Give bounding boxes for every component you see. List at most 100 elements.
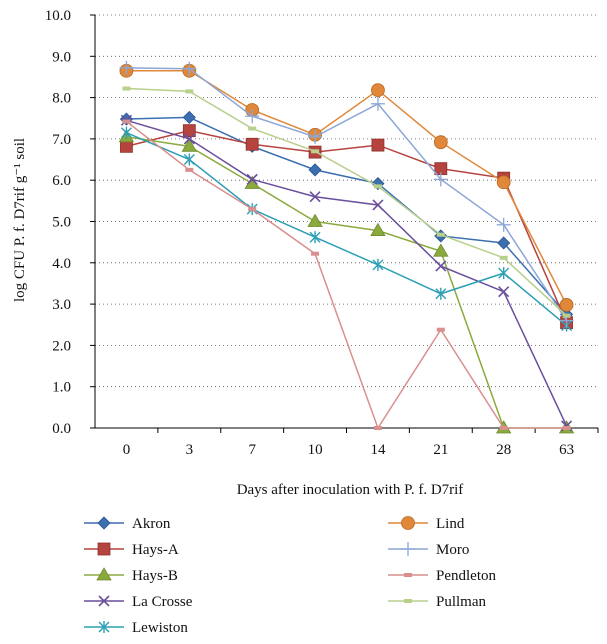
legend-item-6: Moro [388,542,469,558]
series-la-crosse [120,114,573,432]
x-axis-title: Days after inoculation with P. f. D7rif [237,482,464,498]
y-tick-label-10: 10.0 [45,8,71,24]
data-point-5-4 [371,83,385,98]
y-tick-label-1: 1.0 [52,380,71,396]
legend-item-7: Pendleton [388,568,496,584]
y-axis-title: log CFU P. f. D7rif g⁻¹ soil [12,138,28,302]
y-tick-label-0: 0.0 [52,421,71,437]
data-point-6-2 [245,109,260,124]
data-point-2-3 [307,213,323,227]
x-tick-labels: 0 3 7 10 14 21 28 63 [123,428,599,458]
data-point-8-3 [311,149,320,154]
data-point-8-4 [373,184,382,189]
legend-marker-1 [97,542,111,556]
x-tick-label-5: 21 [433,442,448,458]
data-point-6-1 [182,61,197,76]
series-line-4 [126,132,568,327]
data-point-4-1 [183,153,195,166]
y-tick-labels: 0.0 1.0 2.0 3.0 4.0 5.0 6.0 7.0 8.0 9.0 10.0 [45,8,95,437]
data-point-3-2 [246,173,258,185]
series-line-1 [126,129,568,323]
data-point-2-4 [370,222,386,236]
legend-marker-2 [96,567,112,581]
legend-item-5: Lind [388,516,465,532]
data-point-7-0 [122,119,131,124]
data-point-0-6 [497,236,511,250]
data-point-8-5 [436,232,445,237]
legend-marker-5 [401,516,415,530]
series-line-7 [125,120,567,430]
legend-label-4: Lewiston [132,620,188,636]
data-point-8-1 [185,89,194,94]
legend-label-1: Hays-A [132,542,179,558]
data-point-4-0 [120,126,132,139]
legend-marker-0 [97,516,111,530]
legend-item-2: Hays-B [84,567,178,584]
data-point-6-3 [308,129,323,144]
legend-marker-4 [98,621,110,633]
legend-label-7: Pendleton [436,568,496,584]
data-point-4-6 [498,267,510,280]
data-point-4-4 [372,258,384,271]
data-point-6-6 [496,217,511,232]
series-moro [119,60,574,328]
x-tick-label-6: 28 [496,442,511,458]
data-point-8-0 [122,86,131,91]
data-point-8-6 [499,255,508,260]
legend-marker-6 [401,542,415,556]
series-line-2 [126,136,567,429]
series-line-0 [126,116,568,315]
legend-label-3: La Crosse [132,594,193,610]
data-point-5-7 [559,298,574,312]
legend-marker-7 [404,573,412,577]
data-point-0-1 [182,110,196,124]
data-point-7-2 [248,207,257,212]
data-point-1-2 [245,137,259,151]
legend: Akron Hays-A Hays-B La Crosse Lewiston Lind Mo… [84,516,496,636]
x-tick-label-4: 14 [370,442,386,458]
legend-item-8: Pullman [388,594,487,610]
data-point-6-0 [119,60,134,75]
y-tick-label-6: 6.0 [52,173,71,189]
data-point-2-1 [181,138,198,152]
data-point-3-5 [435,260,447,272]
legend-item-4: Lewiston [84,620,188,636]
series-line-3 [126,119,568,427]
data-point-6-4 [370,96,385,111]
data-point-7-5 [436,327,445,332]
data-point-0-3 [308,163,322,177]
x-tick-label-0: 0 [123,442,131,458]
legend-marker-8 [404,599,412,603]
y-tick-label-7: 7.0 [52,132,71,148]
y-tick-label-9: 9.0 [52,49,71,65]
y-tick-label-5: 5.0 [52,215,71,231]
y-tick-label-4: 4.0 [52,256,71,272]
data-point-7-4 [373,426,382,430]
y-tick-label-8: 8.0 [52,91,71,107]
data-series [118,60,575,434]
series-lewiston [120,126,573,332]
data-point-1-4 [371,138,385,152]
data-point-8-2 [248,126,257,131]
legend-label-8: Pullman [436,594,487,610]
x-tick-label-2: 7 [248,442,256,458]
data-point-7-6 [499,426,508,430]
data-point-5-5 [433,135,448,150]
data-point-3-3 [309,191,321,203]
x-tick-label-1: 3 [186,442,194,458]
series-line-6 [126,67,568,322]
legend-item-1: Hays-A [84,542,179,558]
x-tick-label-7: 63 [559,442,574,458]
data-point-3-1 [183,133,195,145]
data-point-4-5 [435,287,447,300]
data-point-2-5 [433,243,449,257]
legend-marker-3 [98,595,110,607]
series-pullman [122,86,571,318]
legend-label-6: Moro [436,542,469,558]
legend-item-0: Akron [84,516,171,532]
y-tick-label-2: 2.0 [52,338,71,354]
data-point-7-3 [311,251,320,256]
data-point-6-5 [433,172,448,187]
y-tick-label-3: 3.0 [52,297,71,313]
